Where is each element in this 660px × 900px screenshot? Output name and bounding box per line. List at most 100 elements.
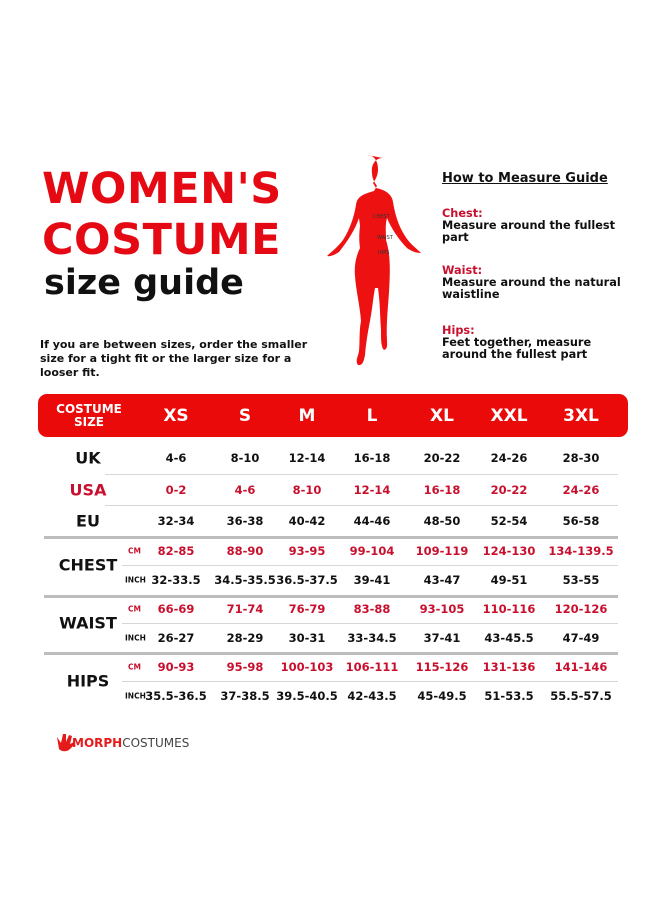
size-header-l: L xyxy=(366,405,378,426)
size-header-xxl: XXL xyxy=(490,405,528,426)
table-cell: 76-79 xyxy=(288,602,326,616)
table-cell: 16-18 xyxy=(353,451,391,465)
table-cell: 34.5-35.5 xyxy=(214,573,276,587)
table-cell: 42-43.5 xyxy=(347,689,397,703)
row-label-uk: UK xyxy=(75,448,101,468)
table-cell: 4-6 xyxy=(165,451,187,465)
row-label-hips: HIPS xyxy=(66,671,110,691)
hand-logo-icon xyxy=(57,734,75,752)
size-header-s: S xyxy=(238,405,252,426)
unit-cm: CM xyxy=(128,662,141,672)
size-header-xl: XL xyxy=(430,405,454,426)
figure-label-waist: WAIST xyxy=(377,235,394,241)
table-cell: 51-53.5 xyxy=(484,689,534,703)
guide-waist: Waist: Measure around the natural waistl… xyxy=(442,265,632,301)
table-cell: 44-46 xyxy=(353,514,391,528)
table-cell: 12-14 xyxy=(353,483,391,497)
table-cell: 109-119 xyxy=(415,544,469,558)
morph-costumes-logo: MORPH COSTUMES xyxy=(54,733,189,753)
table-cell: 93-95 xyxy=(288,544,326,558)
table-cell: 106-111 xyxy=(345,660,399,674)
table-cell: 83-88 xyxy=(353,602,391,616)
logo-morph: MORPH xyxy=(72,736,123,750)
row-divider xyxy=(105,505,618,506)
table-cell: 110-116 xyxy=(482,602,536,616)
unit-inch: INCH xyxy=(125,575,146,585)
table-cell: 28-29 xyxy=(226,631,264,645)
guide-title: How to Measure Guide xyxy=(442,171,608,186)
table-cell: 16-18 xyxy=(423,483,461,497)
table-cell: 45-49.5 xyxy=(417,689,467,703)
table-cell: 52-54 xyxy=(490,514,528,528)
size-table-header: COSTUME SIZE XS S M L XL XXL 3XL xyxy=(38,394,628,437)
table-cell: 24-26 xyxy=(490,451,528,465)
table-cell: 47-49 xyxy=(562,631,600,645)
table-cell: 43-47 xyxy=(423,573,461,587)
table-cell: 28-30 xyxy=(562,451,600,465)
row-divider xyxy=(122,623,618,624)
table-cell: 53-55 xyxy=(562,573,600,587)
header-costume-size: COSTUME SIZE xyxy=(56,401,122,429)
fit-note: If you are between sizes, order the smal… xyxy=(40,338,308,379)
figure-label-hips: HIPS xyxy=(378,250,389,256)
table-cell: 82-85 xyxy=(157,544,195,558)
table-cell: 90-93 xyxy=(157,660,195,674)
guide-chest: Chest: Measure around the fullest part xyxy=(442,208,632,244)
guide-chest-heading: Chest: xyxy=(442,207,483,220)
guide-chest-text: Measure around the fullest part xyxy=(442,219,616,244)
logo-costumes: COSTUMES xyxy=(122,736,190,750)
table-cell: 120-126 xyxy=(554,602,608,616)
table-cell: 8-10 xyxy=(292,483,322,497)
table-cell: 88-90 xyxy=(226,544,264,558)
row-label-usa: USA xyxy=(69,480,107,500)
table-cell: 20-22 xyxy=(423,451,461,465)
table-cell: 131-136 xyxy=(482,660,536,674)
table-cell: 39-41 xyxy=(353,573,391,587)
guide-hips-text: Feet together, measure around the fulles… xyxy=(442,336,592,361)
table-cell: 99-104 xyxy=(349,544,395,558)
table-cell: 115-126 xyxy=(415,660,469,674)
table-cell: 26-27 xyxy=(157,631,195,645)
table-cell: 30-31 xyxy=(288,631,326,645)
guide-hips: Hips: Feet together, measure around the … xyxy=(442,325,632,361)
size-header-xs: XS xyxy=(163,405,189,426)
guide-hips-heading: Hips: xyxy=(442,324,475,337)
subtitle: size guide xyxy=(44,263,244,303)
table-cell: 20-22 xyxy=(490,483,528,497)
row-label-chest: CHEST xyxy=(58,555,118,575)
unit-cm: CM xyxy=(128,604,141,614)
row-divider xyxy=(122,681,618,682)
unit-inch: INCH xyxy=(125,633,146,643)
table-cell: 40-42 xyxy=(288,514,326,528)
table-cell: 12-14 xyxy=(288,451,326,465)
section-divider xyxy=(44,595,618,598)
table-cell: 55.5-57.5 xyxy=(550,689,612,703)
title-line-2: COSTUME xyxy=(42,215,281,265)
size-header-3xl: 3XL xyxy=(563,405,599,426)
guide-waist-text: Measure around the natural waistline xyxy=(442,276,621,301)
table-cell: 48-50 xyxy=(423,514,461,528)
table-cell: 36-38 xyxy=(226,514,264,528)
row-divider xyxy=(105,474,618,475)
size-header-m: M xyxy=(298,405,316,426)
row-divider xyxy=(122,565,618,566)
table-cell: 124-130 xyxy=(482,544,536,558)
table-cell: 134-139.5 xyxy=(548,544,614,558)
table-cell: 71-74 xyxy=(226,602,264,616)
row-label-waist: WAIST xyxy=(59,613,117,633)
table-cell: 141-146 xyxy=(554,660,608,674)
table-cell: 32-33.5 xyxy=(151,573,201,587)
table-cell: 32-34 xyxy=(157,514,195,528)
figure-label-chest: CHEST xyxy=(373,214,391,220)
row-label-eu: EU xyxy=(76,511,100,531)
body-silhouette-figure: CHEST WAIST HIPS xyxy=(327,155,421,366)
table-cell: 0-2 xyxy=(165,483,187,497)
table-cell: 4-6 xyxy=(234,483,256,497)
table-cell: 43-45.5 xyxy=(484,631,534,645)
section-divider xyxy=(44,536,618,539)
table-cell: 66-69 xyxy=(157,602,195,616)
table-cell: 95-98 xyxy=(226,660,264,674)
table-cell: 56-58 xyxy=(562,514,600,528)
title-line-1: WOMEN'S xyxy=(42,164,282,214)
unit-cm: CM xyxy=(128,546,141,556)
